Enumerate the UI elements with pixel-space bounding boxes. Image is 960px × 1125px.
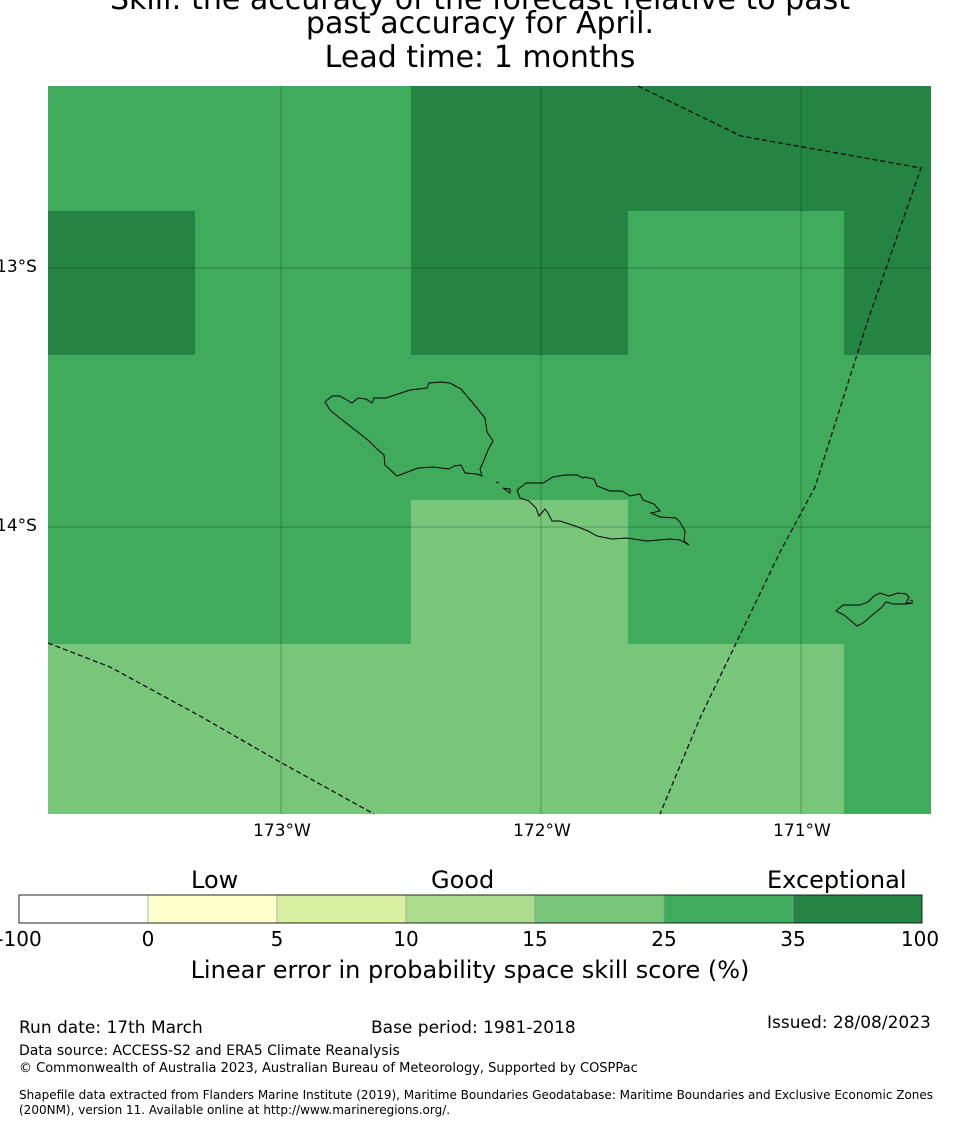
grid-cell <box>48 500 195 644</box>
shapefile-credit-line-2: (200NM), version 11. Available online at… <box>19 1103 451 1117</box>
colorbar-swatch <box>534 894 665 924</box>
grid-cell <box>195 86 411 211</box>
map-title-line-3: Lead time: 1 months <box>324 40 636 75</box>
grid-cell <box>844 355 931 500</box>
grid-cell <box>411 355 628 500</box>
map-title-line-2: past accuracy for April. <box>305 6 655 41</box>
colorbar-swatch <box>147 894 278 924</box>
grid-cell <box>844 211 931 355</box>
grid-cell <box>411 86 628 211</box>
colorbar-swatch <box>18 894 149 924</box>
grid-cell <box>628 644 844 814</box>
legend-tick-label: 100 <box>900 927 940 951</box>
map-title-line-1: Skill: the accuracy of the forecast rela… <box>0 0 960 17</box>
colorbar-swatch <box>405 894 536 924</box>
legend-tick-label: 0 <box>141 927 155 951</box>
grid-cell <box>411 211 628 355</box>
aunuu-islet-outline <box>909 599 914 602</box>
legend-tick-label: 35 <box>780 927 806 951</box>
eez-boundary-north <box>637 85 922 815</box>
grid-cell <box>48 355 195 500</box>
data-source: Data source: ACCESS-S2 and ERA5 Climate … <box>19 1043 400 1059</box>
manono-islet-outline <box>495 481 500 484</box>
upolu-island-outline <box>516 474 690 546</box>
run-date: Run date: 17th March <box>19 1018 203 1038</box>
legend-tick-label: 5 <box>270 927 284 951</box>
grid-cell <box>628 355 844 500</box>
grid-cell <box>628 211 844 355</box>
colorbar-swatch <box>663 894 794 924</box>
grid-cell <box>195 355 411 500</box>
colorbar-outline <box>18 894 923 924</box>
savaii-island-outline <box>324 381 494 477</box>
colorbar-swatch <box>276 894 407 924</box>
grid-cell <box>628 86 844 211</box>
apolima-islet-outline <box>502 487 511 494</box>
grid-cell <box>48 644 195 814</box>
legend-tick-label: 15 <box>522 927 548 951</box>
legend-category-low: Low <box>191 866 239 894</box>
grid-cell <box>48 211 195 355</box>
colorbar-swatch <box>792 894 923 924</box>
grid-cell <box>628 500 844 644</box>
grid-cell <box>195 211 411 355</box>
graticule <box>48 86 931 814</box>
legend-tick-label: -100 <box>0 927 42 951</box>
base-period: Base period: 1981-2018 <box>371 1018 576 1038</box>
grid-cell <box>195 500 411 644</box>
eez-boundary-southwest <box>47 642 375 815</box>
grid-cell <box>48 86 195 211</box>
eez-boundaries <box>47 85 922 815</box>
copyright-notice: © Commonwealth of Australia 2023, Austra… <box>19 1061 638 1076</box>
legend-tick-label: 25 <box>651 927 677 951</box>
grid-cell <box>844 86 931 211</box>
lat-label-14s: 14°S <box>0 516 37 536</box>
grid-cell <box>844 500 931 644</box>
issued-date: Issued: 28/08/2023 <box>767 1013 931 1033</box>
legend-tick-label: 10 <box>393 927 419 951</box>
tutuila-island-outline <box>835 592 914 627</box>
lon-label-172w: 172°W <box>513 821 571 841</box>
colorbar-title: Linear error in probability space skill … <box>190 956 750 984</box>
skill-grid <box>48 86 931 814</box>
coastlines <box>324 381 914 627</box>
grid-cell <box>411 500 628 644</box>
shapefile-credit-line-1: Shapefile data extracted from Flanders M… <box>19 1088 934 1102</box>
grid-cell <box>195 644 411 814</box>
legend-category-good: Good <box>431 866 495 894</box>
colorbar <box>18 894 923 924</box>
grid-cell <box>844 644 931 814</box>
lat-label-13s: 13°S <box>0 257 37 277</box>
legend-category-exceptional: Exceptional <box>767 866 907 894</box>
grid-cell <box>411 644 628 814</box>
lon-label-173w: 173°W <box>253 821 311 841</box>
lon-label-171w: 171°W <box>773 821 831 841</box>
